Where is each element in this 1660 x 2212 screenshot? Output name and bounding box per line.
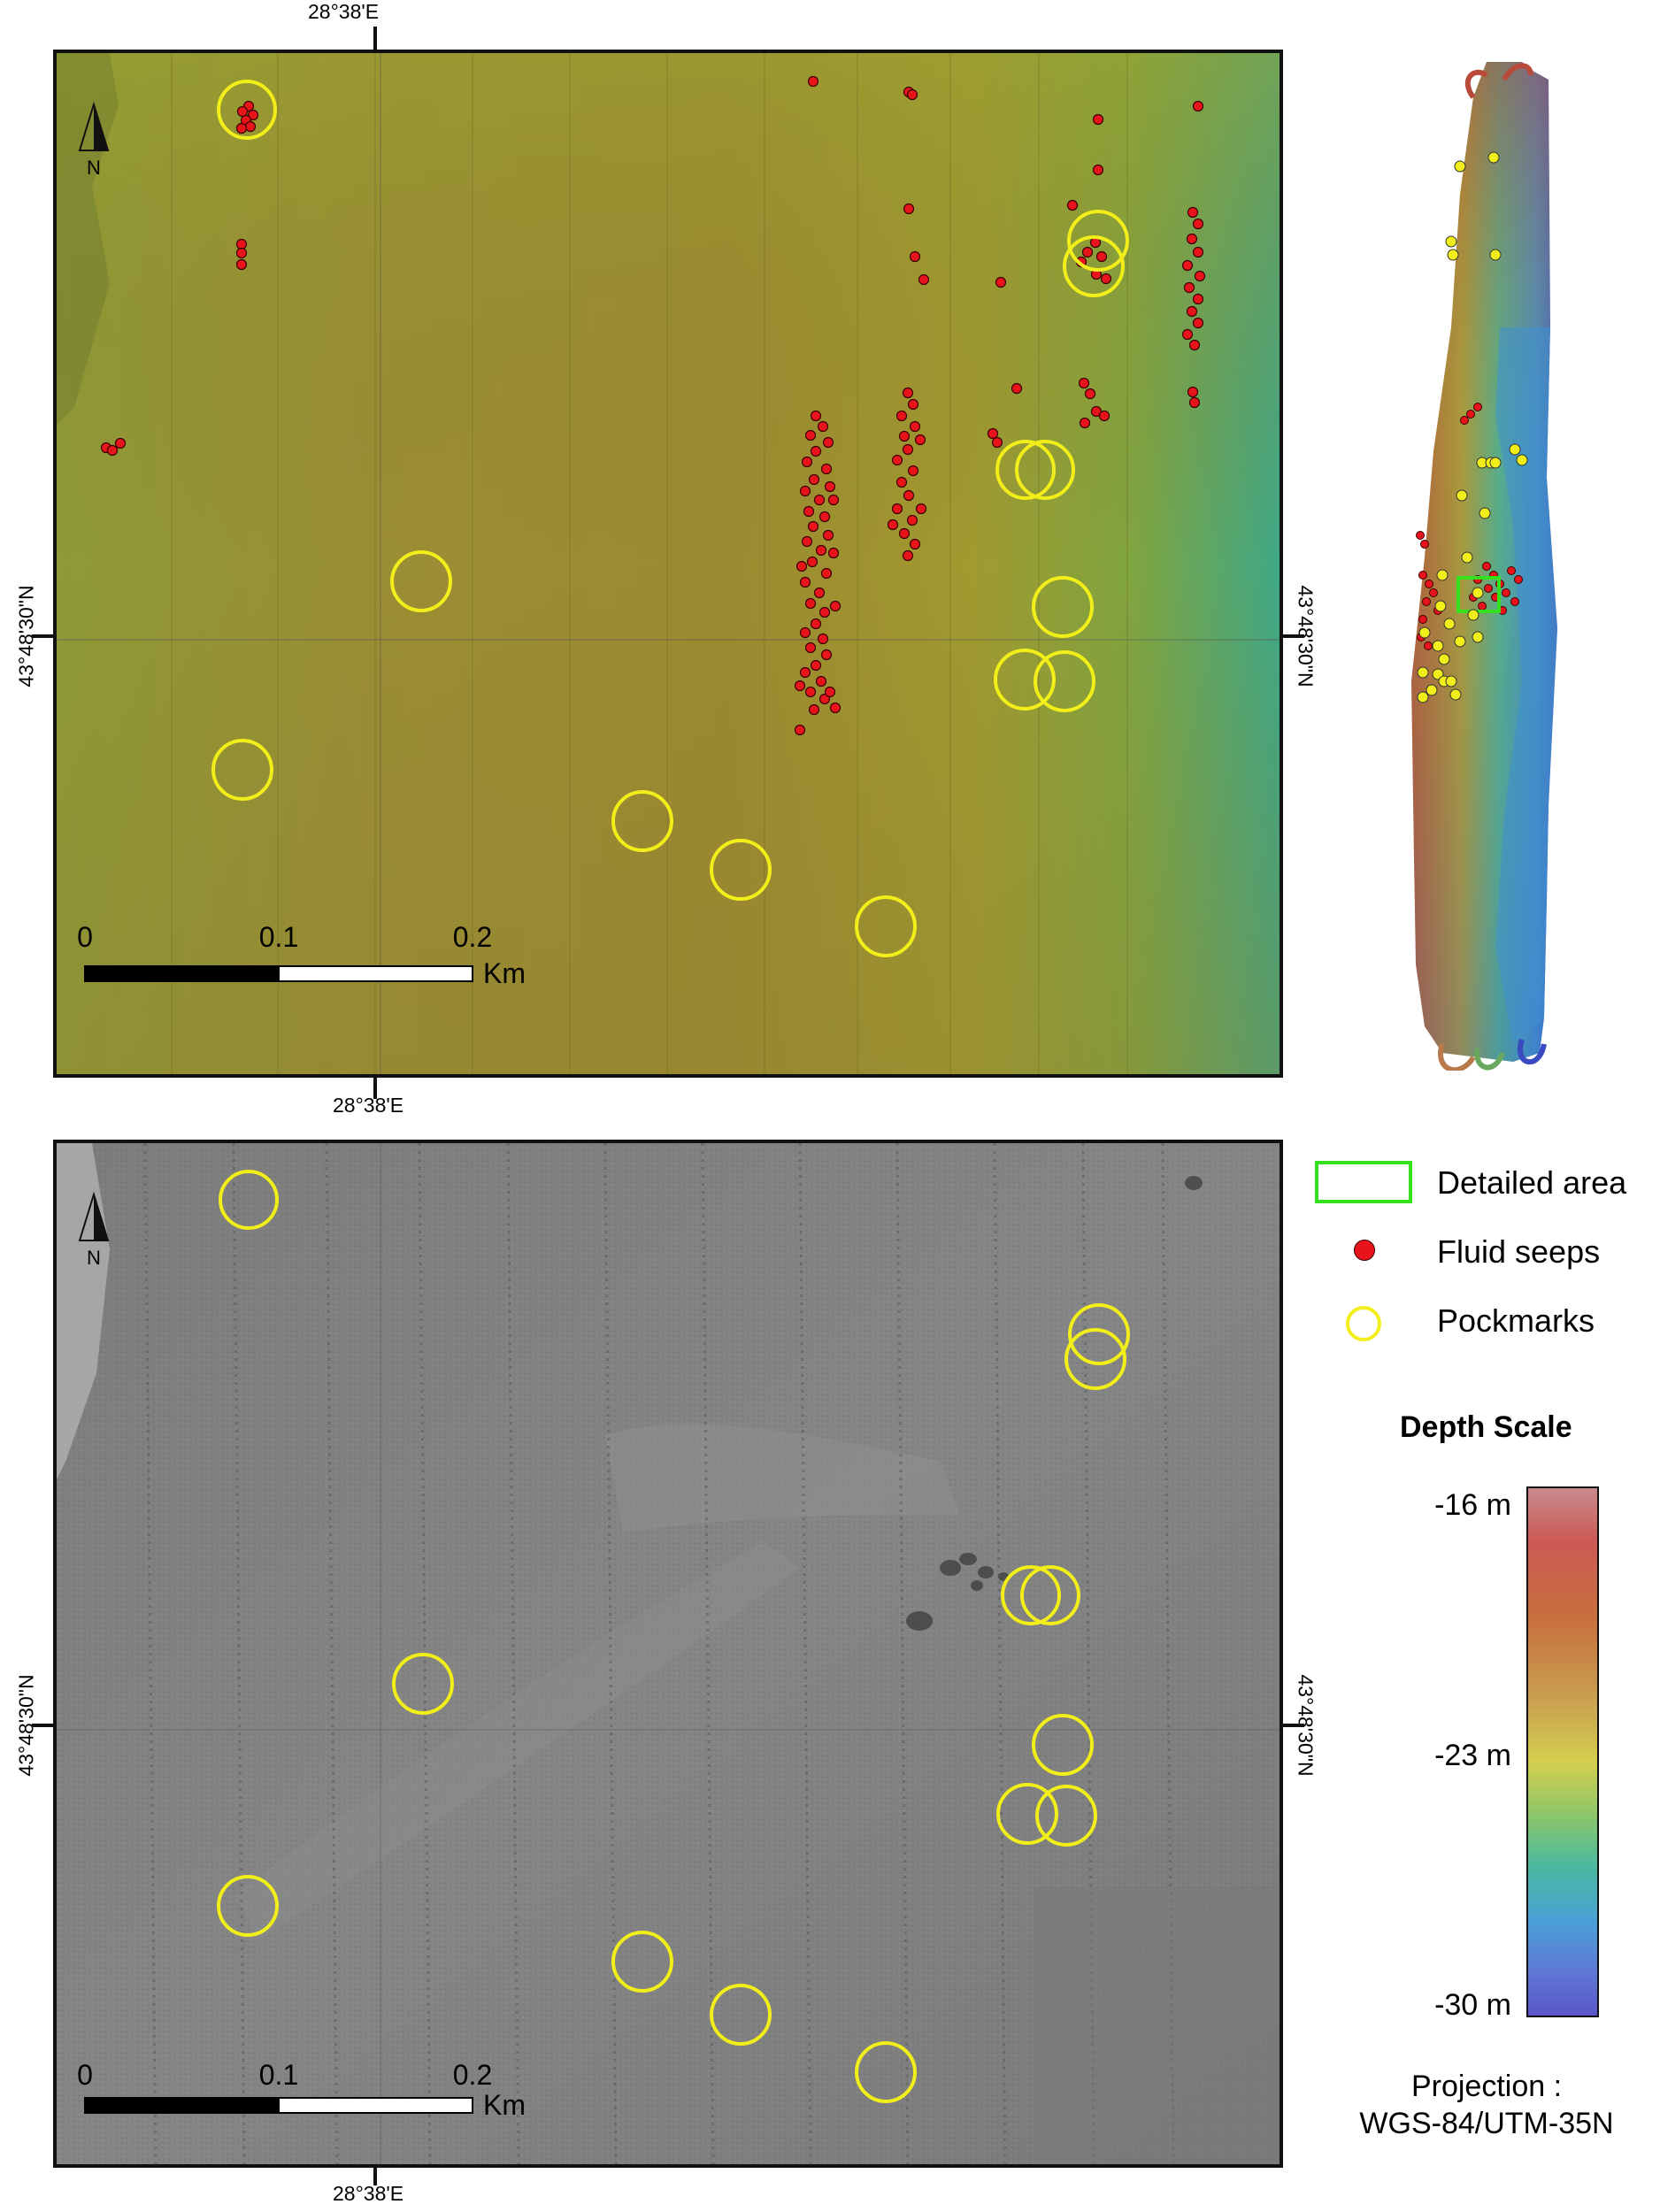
overview-fluid-seeps	[1416, 403, 1523, 650]
bottom-backscatter-map: N 0 0.1 0.2 Km	[53, 1140, 1283, 2168]
north-arrow-icon	[78, 1191, 110, 1241]
depth-colorbar	[1526, 1486, 1599, 2017]
scale-bar	[84, 965, 473, 982]
legend-detailed-area-label: Detailed area	[1437, 1164, 1627, 1201]
legend-pockmarks-symbol	[1346, 1306, 1381, 1341]
scale-bar	[84, 2097, 473, 2114]
dark-patches	[906, 1176, 1203, 1631]
track-loops	[1438, 63, 1547, 1073]
legend-fluid-seeps-label: Fluid seeps	[1437, 1233, 1601, 1270]
depth-scale-title: Depth Scale	[1400, 1410, 1572, 1444]
projection-value: WGS-84/UTM-35N	[1359, 2107, 1614, 2140]
north-arrow-icon	[78, 101, 110, 151]
depth-min-label: -30 m	[1434, 1988, 1511, 2022]
scale-tick-0-1: 0.1	[259, 2059, 298, 2091]
pockmarks-layer	[211, 80, 1129, 957]
scale-tick-0-1: 0.1	[259, 921, 298, 953]
north-label: N	[87, 157, 101, 179]
bottom-map-longitude-label-bottom: 28°38'E	[333, 2182, 404, 2205]
projection-label: Projection : WGS-84/UTM-35N	[1327, 2068, 1646, 2142]
overview-detailed-area	[1456, 576, 1501, 613]
projection-title: Projection :	[1410, 2070, 1563, 2103]
legend-detailed-area-symbol	[1315, 1161, 1412, 1203]
top-map-right-tick	[1281, 634, 1304, 638]
top-map-top-tick	[373, 27, 377, 53]
scale-tick-0: 0	[77, 921, 93, 953]
bottom-map-bottom-tick	[373, 2166, 377, 2185]
depth-max-label: -16 m	[1434, 1488, 1511, 1522]
scale-unit: Km	[483, 957, 526, 989]
scale-unit: Km	[483, 2089, 526, 2121]
bottom-map-left-tick	[32, 1724, 55, 1727]
fluid-seeps-layer	[100, 75, 1206, 736]
top-map-left-tick	[32, 634, 55, 638]
legend-pockmarks-label: Pockmarks	[1437, 1302, 1595, 1339]
top-map-longitude-label-bottom: 28°38'E	[333, 1094, 404, 1117]
overview-pockmarks	[1417, 151, 1528, 703]
scale-tick-0: 0	[77, 2059, 93, 2091]
depth-mid-label: -23 m	[1434, 1739, 1511, 1772]
top-bathymetry-map: N	[53, 50, 1283, 1078]
pockmarks-layer	[217, 1170, 1130, 2103]
bottom-map-right-tick	[1281, 1724, 1304, 1727]
survey-track-lines	[171, 53, 1128, 1074]
scale-tick-0-2: 0.2	[453, 921, 492, 953]
top-map-bottom-tick	[373, 1076, 377, 1099]
scale-tick-0-2: 0.2	[453, 2059, 492, 2091]
top-map-longitude-label-top: 28°38'E	[308, 0, 380, 23]
legend-fluid-seeps-symbol	[1354, 1240, 1375, 1261]
north-label: N	[87, 1247, 101, 1269]
overview-map	[1389, 62, 1610, 1073]
